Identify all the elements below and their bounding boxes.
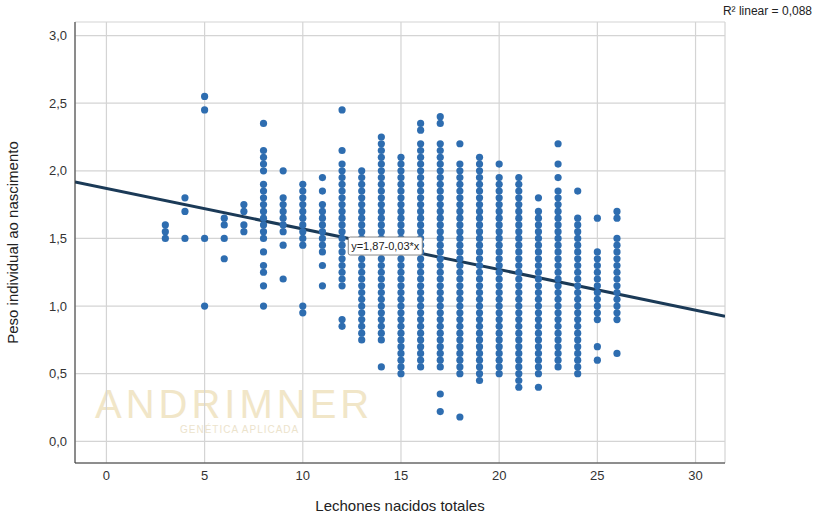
svg-text:1,0: 1,0 — [49, 299, 67, 314]
svg-text:0,0: 0,0 — [49, 434, 67, 449]
svg-text:0,5: 0,5 — [49, 366, 67, 381]
svg-text:25: 25 — [590, 468, 604, 483]
svg-text:10: 10 — [296, 468, 310, 483]
svg-text:0: 0 — [103, 468, 110, 483]
svg-text:y=1,87-0,03*x: y=1,87-0,03*x — [351, 240, 420, 252]
html-text:ANDRIMNER: ANDRIMNER — [95, 382, 374, 426]
svg-text:Lechones nacidos totales: Lechones nacidos totales — [315, 497, 484, 514]
html-text:R² linear = 0,088: R² linear = 0,088 — [722, 4, 812, 18]
svg-text:15: 15 — [394, 468, 408, 483]
svg-text:2,0: 2,0 — [49, 163, 67, 178]
svg-text:30: 30 — [688, 468, 702, 483]
svg-text:20: 20 — [492, 468, 506, 483]
svg-text:1,5: 1,5 — [49, 231, 67, 246]
svg-text:3,0: 3,0 — [49, 28, 67, 43]
svg-text:Peso individual ao nascimento: Peso individual ao nascimento — [8, 141, 21, 344]
html-text:GENÉTICA APLICADA: GENÉTICA APLICADA — [180, 424, 300, 435]
svg-text:5: 5 — [201, 468, 208, 483]
svg-text:2,5: 2,5 — [49, 96, 67, 111]
